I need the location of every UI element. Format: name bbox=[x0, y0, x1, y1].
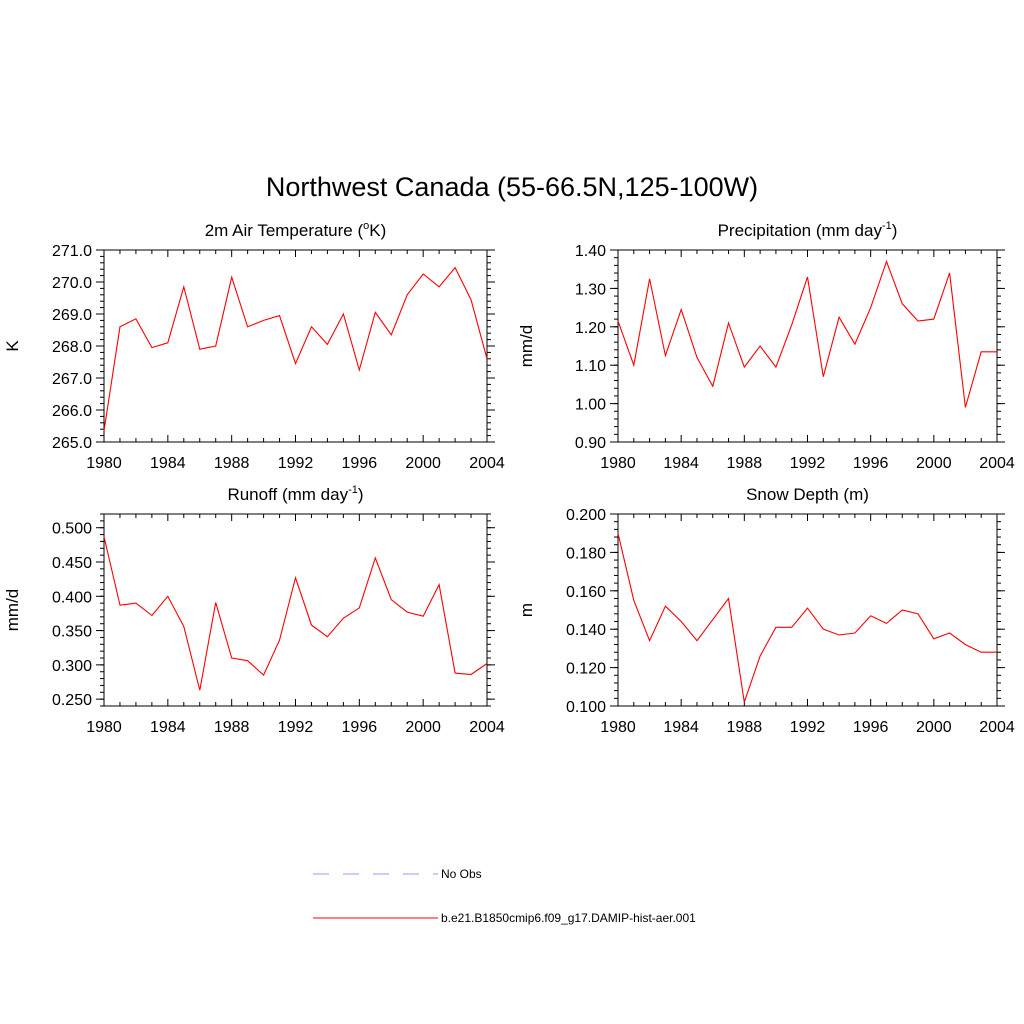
panels-group: 2m Air Temperature (oK)1980 1984 1988 1992 1… bbox=[3, 220, 1015, 736]
panel-title-text: Precipitation (mm day bbox=[718, 221, 883, 240]
y-tick-label: 0.400 bbox=[52, 589, 92, 606]
x-tick-label: 1980 bbox=[600, 719, 636, 736]
y-tick-label: 267.0 bbox=[52, 371, 92, 388]
y-tick-label: 266.0 bbox=[52, 403, 92, 420]
plot-frame bbox=[103, 513, 488, 707]
panel-title-tail: ) bbox=[892, 221, 898, 240]
x-tick-label: 1988 bbox=[727, 455, 763, 472]
y-tick-label: 265.0 bbox=[52, 435, 92, 452]
x-tick-label: 1984 bbox=[663, 719, 699, 736]
x-tick-label: 1988 bbox=[727, 719, 763, 736]
plot-frame bbox=[617, 513, 998, 707]
data-series-line bbox=[103, 536, 488, 691]
y-tick-label: 0.90 bbox=[575, 435, 606, 452]
x-tick-label: 2004 bbox=[469, 455, 505, 472]
y-tick-label: 0.120 bbox=[566, 661, 606, 678]
y-axis-label: K bbox=[3, 340, 22, 352]
y-tick-label: 271.0 bbox=[52, 243, 92, 260]
y-tick-label: 0.180 bbox=[566, 545, 606, 562]
panel-title-superscript: -1 bbox=[348, 484, 358, 496]
x-tick-label: 2000 bbox=[405, 455, 441, 472]
x-tick-label: 1984 bbox=[663, 455, 699, 472]
legend-label: No Obs bbox=[441, 867, 482, 881]
x-tick-label: 1980 bbox=[600, 455, 636, 472]
y-tick-label: 0.200 bbox=[566, 507, 606, 524]
chart-panel-1: 2m Air Temperature (oK) 1980 1984 1988 1992 1… bbox=[3, 220, 505, 472]
y-tick-label: 0.100 bbox=[566, 699, 606, 716]
x-tick-label: 1992 bbox=[278, 719, 314, 736]
y-tick-label: 0.300 bbox=[52, 658, 92, 675]
x-tick-label: 1984 bbox=[150, 719, 186, 736]
x-tick-label: 1992 bbox=[278, 455, 314, 472]
panel-title-tail: K) bbox=[369, 221, 386, 240]
panel-title-text: 2m Air Temperature ( bbox=[205, 221, 364, 240]
x-tick-label: 1984 bbox=[150, 455, 186, 472]
y-tick-label: 0.350 bbox=[52, 624, 92, 641]
y-tick-label: 269.0 bbox=[52, 307, 92, 324]
legend: No Obs b.e21.B1850cmip6.f09_g17.DAMIP-his… bbox=[313, 867, 696, 925]
panel-title-superscript: o bbox=[363, 220, 369, 232]
x-tick-label: 2004 bbox=[469, 719, 505, 736]
y-tick-label: 1.20 bbox=[575, 320, 606, 337]
y-tick-label: 1.10 bbox=[575, 358, 606, 375]
y-tick-label: 268.0 bbox=[52, 339, 92, 356]
figure-title: Northwest Canada (55-66.5N,125-100W) bbox=[266, 172, 758, 202]
x-tick-label: 1992 bbox=[790, 455, 826, 472]
x-tick-label: 2000 bbox=[405, 719, 441, 736]
x-tick-label: 1996 bbox=[342, 455, 378, 472]
panel-title: Snow Depth (m) bbox=[746, 485, 869, 504]
y-axis-label: m bbox=[517, 603, 536, 617]
x-tick-label: 1988 bbox=[214, 455, 250, 472]
chart-panel-2: Precipitation (mm day-1) 1980 1984 1988 1992… bbox=[517, 220, 1015, 472]
panel-title-superscript: -1 bbox=[882, 220, 892, 232]
legend-label: b.e21.B1850cmip6.f09_g17.DAMIP-hist-aer.… bbox=[441, 911, 696, 925]
y-tick-label: 0.500 bbox=[52, 521, 92, 538]
y-tick-label: 0.160 bbox=[566, 584, 606, 601]
data-series-line bbox=[103, 266, 488, 431]
y-axis-label: mm/d bbox=[517, 325, 536, 368]
x-tick-label: 2000 bbox=[916, 719, 952, 736]
panel-title-text: Snow Depth (m) bbox=[746, 485, 869, 504]
y-tick-label: 0.140 bbox=[566, 622, 606, 639]
y-tick-label: 1.00 bbox=[575, 397, 606, 414]
y-axis-label: mm/d bbox=[3, 589, 22, 632]
x-tick-label: 1996 bbox=[853, 719, 889, 736]
x-tick-label: 2000 bbox=[916, 455, 952, 472]
x-tick-label: 1992 bbox=[790, 719, 826, 736]
x-tick-label: 1996 bbox=[853, 455, 889, 472]
panel-title: Runoff (mm day-1) bbox=[227, 484, 363, 504]
panel-title-tail: ) bbox=[358, 485, 364, 504]
y-tick-label: 1.40 bbox=[575, 243, 606, 260]
y-tick-label: 0.450 bbox=[52, 555, 92, 572]
data-series-line bbox=[617, 533, 997, 703]
panel-title: 2m Air Temperature (oK) bbox=[205, 220, 387, 240]
y-tick-label: 0.250 bbox=[52, 692, 92, 709]
panel-title: Precipitation (mm day-1) bbox=[718, 220, 898, 240]
chart-panel-4: Snow Depth (m) 1980 1984 1988 1992 1996 2000 20… bbox=[517, 485, 1015, 736]
data-series-line bbox=[617, 259, 997, 408]
x-tick-label: 2004 bbox=[979, 455, 1015, 472]
x-tick-label: 1996 bbox=[342, 719, 378, 736]
x-tick-label: 1988 bbox=[214, 719, 250, 736]
y-tick-label: 1.30 bbox=[575, 281, 606, 298]
x-tick-label: 1980 bbox=[86, 455, 122, 472]
chart-panel-3: Runoff (mm day-1) 1980 1984 1988 1992 1996 200… bbox=[3, 484, 505, 736]
x-tick-label: 2004 bbox=[979, 719, 1015, 736]
y-tick-label: 270.0 bbox=[52, 275, 92, 292]
panel-title-text: Runoff (mm day bbox=[227, 485, 348, 504]
x-tick-label: 1980 bbox=[86, 719, 122, 736]
